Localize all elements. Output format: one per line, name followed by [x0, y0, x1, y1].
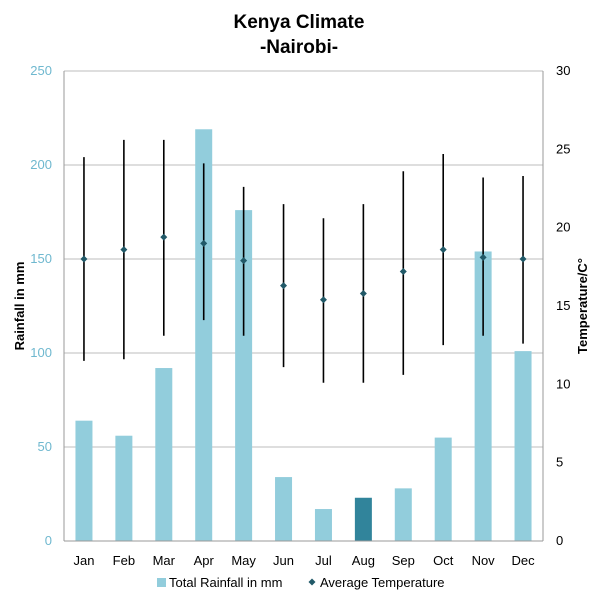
right-tick-label: 25 [556, 141, 570, 156]
legend-rainfall-swatch [157, 578, 166, 587]
right-tick-label: 30 [556, 63, 570, 78]
rainfall-bar [314, 509, 332, 541]
rainfall-bar [275, 477, 293, 541]
legend-temperature-marker [308, 578, 316, 586]
right-tick-label: 15 [556, 298, 570, 313]
rainfall-bar [434, 437, 452, 541]
temperature-point [399, 268, 407, 276]
x-tick-label: Aug [352, 553, 375, 568]
chart-title: Kenya Climate [234, 12, 365, 33]
left-tick-label: 50 [38, 439, 52, 454]
x-tick-label: Sep [392, 553, 415, 568]
legend-temperature-label: Average Temperature [320, 575, 445, 590]
right-tick-label: 10 [556, 376, 570, 391]
x-tick-label: Dec [511, 553, 535, 568]
x-tick-label: Jan [73, 553, 94, 568]
gridlines [64, 70, 543, 448]
rainfall-bar [195, 129, 213, 541]
right-tick-labels: 0 5 10 15 20 25 30 [556, 63, 570, 548]
right-tick-label: 0 [556, 533, 563, 548]
x-tick-labels: Jan Feb Mar Apr May Jun Jul Aug Sep Oct Nov Dec [73, 553, 535, 568]
temperature-point [200, 239, 208, 247]
rainfall-bar [235, 210, 253, 541]
x-tick-label: Apr [194, 553, 215, 568]
temperature-point [519, 255, 527, 263]
temperature-point [280, 282, 288, 290]
temperature-series [80, 139, 527, 383]
rainfall-bar [474, 251, 492, 542]
temperature-point [240, 257, 248, 265]
rainfall-bar [514, 351, 532, 541]
x-tick-label: Oct [433, 553, 454, 568]
y2-axis-label: Temperature/C° [575, 258, 590, 354]
legend: Total Rainfall in mm Average Temperature [157, 575, 445, 590]
rainfall-bar [115, 435, 133, 541]
temperature-point [439, 246, 447, 254]
rainfall-bar [75, 420, 93, 541]
chart-subtitle: -Nairobi- [260, 37, 338, 58]
right-tick-label: 5 [556, 455, 563, 470]
bar-series [75, 129, 532, 542]
rainfall-bar [354, 497, 372, 541]
left-tick-label: 200 [30, 157, 52, 172]
x-tick-label: May [231, 553, 256, 568]
temperature-point [160, 233, 168, 241]
left-tick-label: 150 [30, 251, 52, 266]
right-tick-label: 20 [556, 220, 570, 235]
left-tick-label: 100 [30, 345, 52, 360]
temperature-point [479, 253, 487, 261]
x-tick-label: Jul [315, 553, 332, 568]
x-tick-label: Feb [113, 553, 135, 568]
x-tick-label: Jun [273, 553, 294, 568]
temperature-point [319, 296, 327, 304]
x-tick-label: Mar [153, 553, 176, 568]
x-tick-label: Nov [472, 553, 496, 568]
rainfall-bar [394, 488, 412, 541]
temperature-point [120, 246, 128, 254]
temperature-point [359, 289, 367, 297]
left-tick-label: 250 [30, 63, 52, 78]
left-tick-label: 0 [45, 533, 52, 548]
temperature-point [80, 255, 88, 263]
rainfall-bar [155, 368, 173, 541]
legend-rainfall-label: Total Rainfall in mm [169, 575, 282, 590]
left-tick-labels: 0 50 100 150 200 250 [30, 63, 52, 548]
y-axis-label: Rainfall in mm [12, 262, 27, 351]
